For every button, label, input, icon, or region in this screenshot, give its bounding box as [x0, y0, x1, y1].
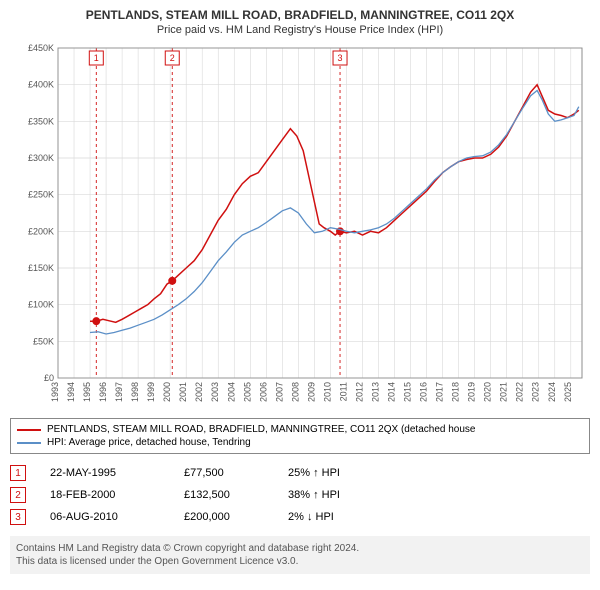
legend-row: PENTLANDS, STEAM MILL ROAD, BRADFIELD, M…: [17, 423, 583, 436]
svg-text:2009: 2009: [306, 382, 316, 402]
svg-text:2001: 2001: [178, 382, 188, 402]
svg-text:2000: 2000: [162, 382, 172, 402]
marker-row: 3 06-AUG-2010 £200,000 2% ↓ HPI: [10, 506, 590, 528]
price-chart: £0 £50K £100K £150K £200K £250K £300K £350K £400…: [10, 42, 590, 412]
svg-text:£450K: £450K: [28, 43, 54, 53]
svg-text:2011: 2011: [338, 382, 348, 401]
svg-text:2020: 2020: [483, 382, 493, 402]
svg-text:2015: 2015: [403, 382, 413, 402]
marker-date: 18-FEB-2000: [50, 489, 160, 501]
svg-text:2017: 2017: [435, 382, 445, 402]
legend-swatch: [17, 429, 41, 431]
legend-label: PENTLANDS, STEAM MILL ROAD, BRADFIELD, M…: [47, 424, 475, 435]
svg-text:3: 3: [338, 53, 343, 63]
legend-row: HPI: Average price, detached house, Tend…: [17, 436, 583, 449]
svg-text:1994: 1994: [66, 382, 76, 402]
marker-number-box: 2: [10, 487, 26, 503]
svg-text:1993: 1993: [50, 382, 60, 402]
legend-swatch: [17, 442, 41, 444]
page-title: PENTLANDS, STEAM MILL ROAD, BRADFIELD, M…: [10, 8, 590, 22]
svg-text:1999: 1999: [146, 382, 156, 402]
svg-text:2004: 2004: [226, 382, 236, 402]
svg-text:2019: 2019: [467, 382, 477, 402]
page-subtitle: Price paid vs. HM Land Registry's House …: [10, 24, 590, 36]
marker-hpi: 38% ↑ HPI: [288, 489, 388, 501]
footer-line1: Contains HM Land Registry data © Crown c…: [16, 542, 584, 555]
marker-date: 22-MAY-1995: [50, 467, 160, 479]
legend: PENTLANDS, STEAM MILL ROAD, BRADFIELD, M…: [10, 418, 590, 454]
svg-text:1996: 1996: [98, 382, 108, 402]
markers-table: 1 22-MAY-1995 £77,500 25% ↑ HPI 2 18-FEB-2000…: [10, 462, 590, 528]
svg-text:2012: 2012: [354, 382, 364, 402]
svg-text:£150K: £150K: [28, 263, 54, 273]
svg-text:1: 1: [94, 53, 99, 63]
marker-date: 06-AUG-2010: [50, 511, 160, 523]
svg-text:2005: 2005: [242, 382, 252, 402]
svg-text:2013: 2013: [370, 382, 380, 402]
svg-text:2022: 2022: [515, 382, 525, 402]
svg-text:2018: 2018: [451, 382, 461, 402]
marker-hpi: 25% ↑ HPI: [288, 467, 388, 479]
marker-row: 1 22-MAY-1995 £77,500 25% ↑ HPI: [10, 462, 590, 484]
marker-price: £77,500: [184, 467, 264, 479]
svg-text:2023: 2023: [531, 382, 541, 402]
marker-row: 2 18-FEB-2000 £132,500 38% ↑ HPI: [10, 484, 590, 506]
svg-text:£300K: £300K: [28, 153, 54, 163]
svg-text:2014: 2014: [387, 382, 397, 402]
svg-text:2024: 2024: [547, 382, 557, 402]
footer-attribution: Contains HM Land Registry data © Crown c…: [10, 536, 590, 574]
marker-number-box: 3: [10, 509, 26, 525]
svg-text:£50K: £50K: [33, 336, 54, 346]
svg-text:2025: 2025: [563, 382, 573, 402]
svg-text:£400K: £400K: [28, 80, 54, 90]
marker-price: £200,000: [184, 511, 264, 523]
svg-text:2016: 2016: [419, 382, 429, 402]
svg-text:£350K: £350K: [28, 116, 54, 126]
legend-label: HPI: Average price, detached house, Tend…: [47, 437, 251, 448]
svg-text:2006: 2006: [258, 382, 268, 402]
svg-text:2008: 2008: [290, 382, 300, 402]
svg-text:£250K: £250K: [28, 190, 54, 200]
svg-text:2: 2: [170, 53, 175, 63]
svg-text:£100K: £100K: [28, 300, 54, 310]
marker-number-box: 1: [10, 465, 26, 481]
footer-line2: This data is licensed under the Open Gov…: [16, 555, 584, 568]
marker-hpi: 2% ↓ HPI: [288, 511, 388, 523]
svg-text:1997: 1997: [114, 382, 124, 402]
svg-text:2010: 2010: [322, 382, 332, 402]
svg-text:£200K: £200K: [28, 226, 54, 236]
svg-text:2021: 2021: [499, 382, 509, 402]
svg-text:1995: 1995: [82, 382, 92, 402]
svg-text:1998: 1998: [130, 382, 140, 402]
marker-price: £132,500: [184, 489, 264, 501]
svg-text:2002: 2002: [194, 382, 204, 402]
svg-text:2007: 2007: [274, 382, 284, 402]
svg-text:2003: 2003: [210, 382, 220, 402]
svg-text:£0: £0: [44, 373, 54, 383]
